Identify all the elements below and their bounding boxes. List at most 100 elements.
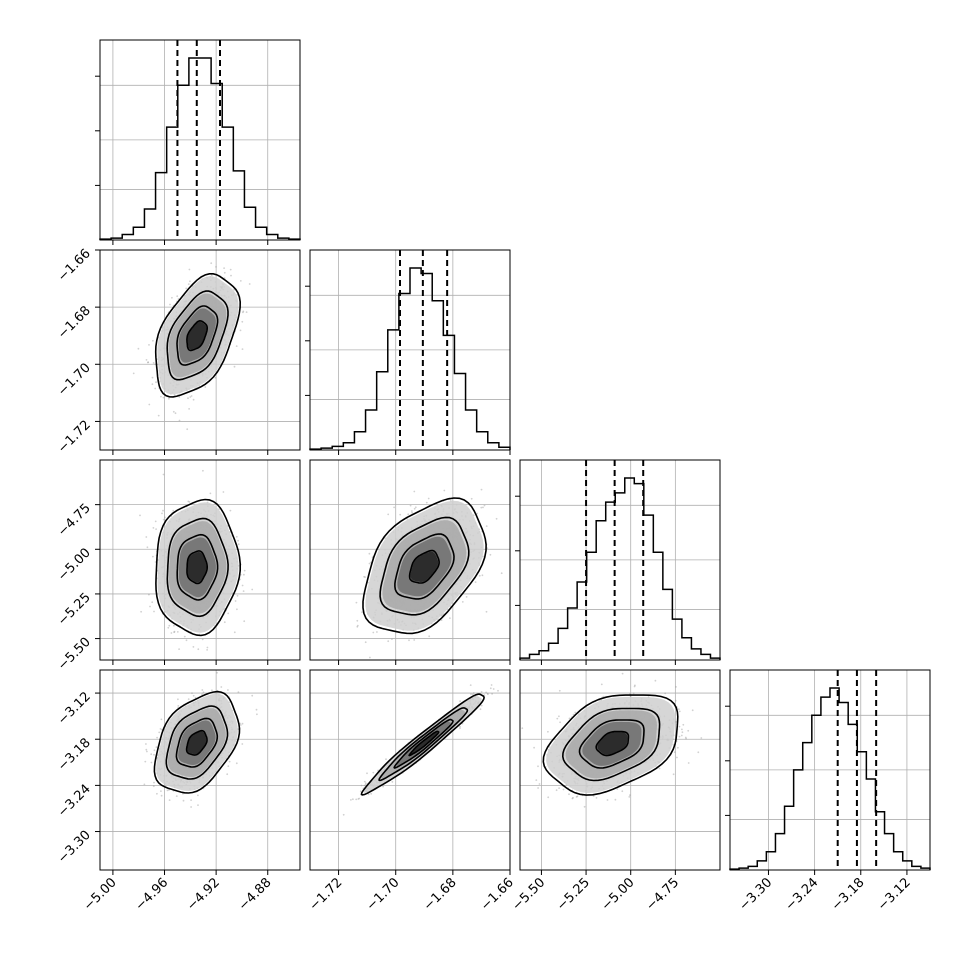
scatter-point [356, 624, 359, 627]
scatter-point [146, 546, 149, 549]
panel-frame [99, 459, 301, 661]
scatter-point [182, 799, 185, 802]
scatter-point [476, 512, 478, 515]
scatter-point [145, 359, 148, 361]
scatter-point [210, 274, 213, 277]
scatter-point [160, 794, 163, 797]
scatter-point [214, 376, 217, 379]
scatter-point [204, 386, 207, 388]
scatter-point [187, 397, 189, 400]
panel-frame [99, 39, 301, 241]
scatter-point [481, 574, 484, 577]
scatter-point [410, 510, 413, 512]
scatter-point [369, 656, 371, 659]
scatter-point [137, 347, 140, 350]
scatter-point [190, 395, 193, 397]
scatter-point [209, 492, 212, 495]
scatter-point [242, 590, 245, 592]
contour-line-0 [362, 497, 487, 635]
scatter-point [153, 781, 155, 784]
scatter-point [485, 525, 488, 527]
y-tick-label: −1.72 [55, 418, 94, 457]
scatter-point [251, 588, 254, 591]
panel-0-0 [95, 39, 301, 241]
scatter-point [168, 624, 171, 627]
scatter-point [242, 311, 244, 314]
scatter-point [188, 268, 191, 271]
scatter-point [174, 412, 177, 415]
scatter-point [185, 287, 188, 290]
scatter-point [363, 575, 365, 578]
scatter-point [223, 271, 226, 274]
scatter-point [478, 574, 481, 577]
scatter-point [413, 490, 416, 493]
scatter-point [201, 638, 204, 641]
scatter-point [169, 303, 171, 306]
scatter-point [176, 631, 179, 633]
scatter-point [187, 283, 190, 285]
scatter-point [368, 562, 371, 565]
density-1-0 [132, 262, 251, 431]
scatter-point [161, 512, 163, 515]
scatter-point [132, 372, 135, 375]
scatter-point [495, 517, 498, 520]
scatter-point [153, 749, 156, 752]
contour-line-1 [166, 517, 229, 618]
scatter-point [223, 267, 226, 269]
scatter-point [154, 387, 157, 390]
scatter-point [235, 345, 238, 347]
scatter-point [145, 748, 148, 751]
scatter-point [194, 696, 197, 699]
scatter-point [151, 376, 154, 379]
scatter-point [147, 361, 150, 364]
y-tick-label: −1.66 [55, 246, 94, 285]
y-tick-label: −5.25 [55, 590, 94, 629]
y-tick-label: −5.00 [55, 546, 94, 585]
scatter-point [188, 408, 191, 410]
scatter-point [201, 693, 204, 696]
scatter-point [413, 507, 416, 510]
histogram-2 [519, 477, 721, 660]
scatter-point [167, 626, 170, 629]
density-shade-3 [410, 551, 439, 582]
scatter-point [233, 631, 236, 634]
scatter-point [152, 527, 155, 529]
scatter-point [206, 646, 209, 649]
scatter-point [241, 348, 244, 350]
scatter-point [168, 397, 170, 400]
scatter-point [162, 518, 165, 521]
contour-line-0 [155, 498, 241, 637]
x-axis-2-1 [338, 660, 511, 665]
scatter-point [226, 773, 229, 776]
scatter-point [172, 509, 175, 512]
y-tick-label: −1.70 [55, 361, 94, 400]
y-tick-label: −4.75 [55, 501, 94, 540]
scatter-point [364, 641, 367, 644]
scatter-point [176, 295, 179, 298]
scatter-point [233, 365, 236, 368]
scatter-point [192, 398, 195, 401]
scatter-point [387, 640, 390, 643]
scatter-point [393, 506, 395, 509]
scatter-point [155, 746, 158, 749]
y-tick-label: −5.50 [55, 635, 94, 674]
scatter-point [237, 691, 240, 693]
scatter-point [155, 528, 158, 530]
scatter-point [201, 689, 204, 691]
scatter-point [527, 540, 529, 542]
scatter-point [145, 536, 148, 538]
scatter-point [172, 410, 175, 413]
scatter-point [241, 722, 244, 725]
scatter-point [413, 639, 416, 641]
scatter-point [230, 274, 232, 277]
scatter-point [160, 718, 163, 721]
histogram-0 [99, 57, 301, 240]
scatter-point [178, 419, 181, 422]
scatter-point [150, 761, 153, 764]
scatter-point [361, 611, 363, 614]
scatter-point [356, 625, 359, 628]
scatter-point [399, 513, 402, 516]
scatter-point [162, 509, 164, 512]
scatter-point [189, 280, 191, 283]
scatter-point [364, 576, 366, 578]
